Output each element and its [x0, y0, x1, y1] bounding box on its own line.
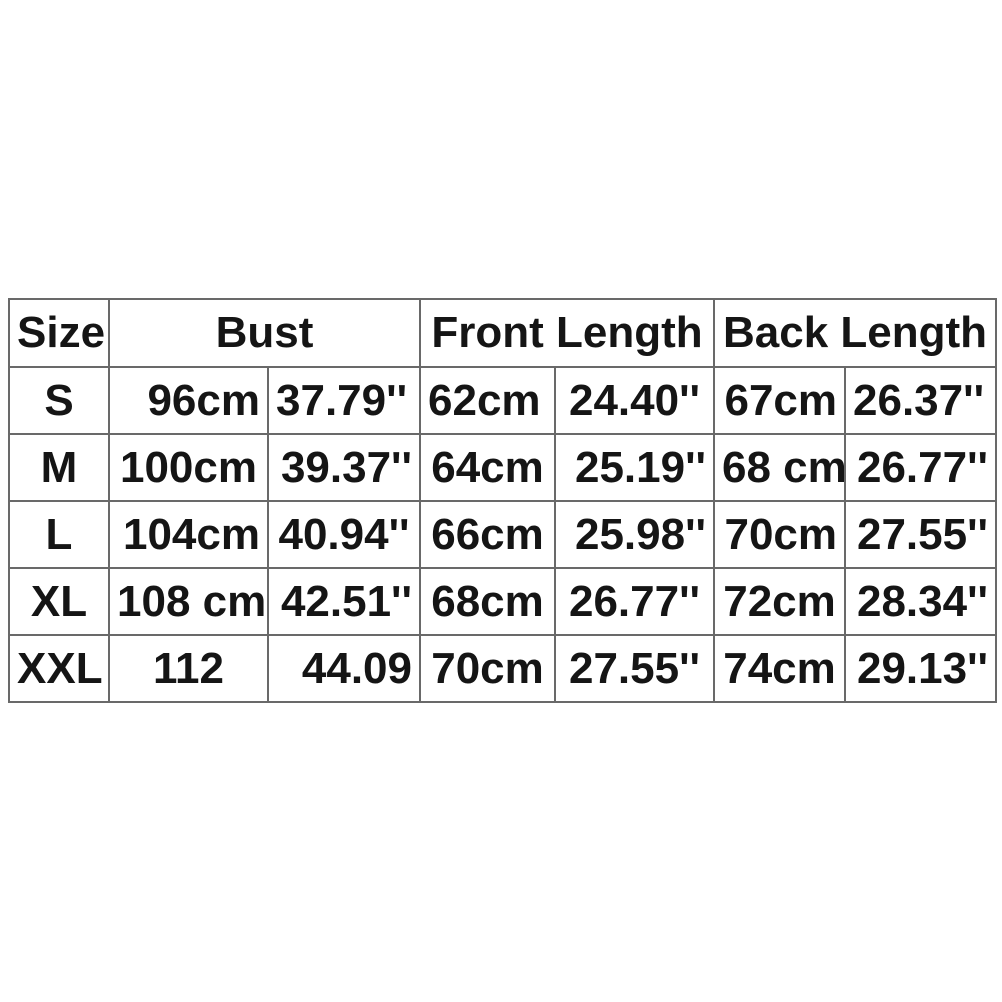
bust-cm-cell: 108 cm — [108, 567, 269, 636]
front-length-in-cell: 26.77'' — [553, 567, 716, 636]
size-cell: L — [8, 500, 110, 569]
table-row-xxl: XXL 112 44.09 70cm 27.55'' 74cm 29.13'' — [8, 634, 998, 703]
front-length-cm-cell: 70cm — [419, 634, 556, 703]
bust-in-cell: 39.37'' — [267, 433, 421, 502]
bust-cm-cell: 112 — [108, 634, 269, 703]
back-length-in-cell: 26.77'' — [844, 433, 998, 502]
back-length-in-cell: 29.13'' — [844, 634, 998, 703]
back-length-cm-cell: 68 cm — [713, 433, 847, 502]
back-length-in-cell: 27.55'' — [844, 500, 998, 569]
back-length-in-cell: 26.37'' — [844, 366, 998, 435]
back-length-in-cell: 28.34'' — [844, 567, 998, 636]
bust-in-cell: 44.09 — [267, 634, 421, 703]
bust-cm-cell: 104cm — [108, 500, 269, 569]
size-cell: XXL — [8, 634, 110, 703]
table-row-l: L 104cm 40.94'' 66cm 25.98'' 70cm 27.55'… — [8, 500, 998, 569]
back-length-cm-cell: 74cm — [713, 634, 847, 703]
header-bust: Bust — [108, 298, 421, 368]
front-length-in-cell: 25.98'' — [553, 500, 716, 569]
size-cell: S — [8, 366, 110, 435]
table-row-m: M 100cm 39.37'' 64cm 25.19'' 68 cm 26.77… — [8, 433, 998, 502]
bust-in-cell: 37.79'' — [267, 366, 421, 435]
front-length-cm-cell: 62cm — [419, 366, 556, 435]
header-front-length: Front Length — [418, 298, 716, 368]
front-length-cm-cell: 66cm — [419, 500, 556, 569]
bust-in-cell: 40.94'' — [267, 500, 421, 569]
header-back-length: Back Length — [713, 298, 998, 368]
header-row: Size Bust Front Length Back Length — [8, 298, 998, 368]
size-cell: XL — [8, 567, 110, 636]
front-length-cm-cell: 64cm — [419, 433, 556, 502]
table-row-xl: XL 108 cm 42.51'' 68cm 26.77'' 72cm 28.3… — [8, 567, 998, 636]
back-length-cm-cell: 72cm — [713, 567, 847, 636]
size-cell: M — [8, 433, 110, 502]
back-length-cm-cell: 70cm — [713, 500, 847, 569]
back-length-cm-cell: 67cm — [713, 366, 847, 435]
bust-in-cell: 42.51'' — [267, 567, 421, 636]
table-row-s: S 96cm 37.79'' 62cm 24.40'' 67cm 26.37'' — [8, 366, 998, 435]
bust-cm-cell: 100cm — [108, 433, 269, 502]
front-length-in-cell: 27.55'' — [553, 634, 716, 703]
header-size: Size — [8, 298, 110, 368]
front-length-cm-cell: 68cm — [419, 567, 556, 636]
front-length-in-cell: 24.40'' — [553, 366, 716, 435]
size-chart-table: Size Bust Front Length Back Length S 96c… — [8, 298, 998, 703]
bust-cm-cell: 96cm — [108, 366, 269, 435]
front-length-in-cell: 25.19'' — [553, 433, 716, 502]
